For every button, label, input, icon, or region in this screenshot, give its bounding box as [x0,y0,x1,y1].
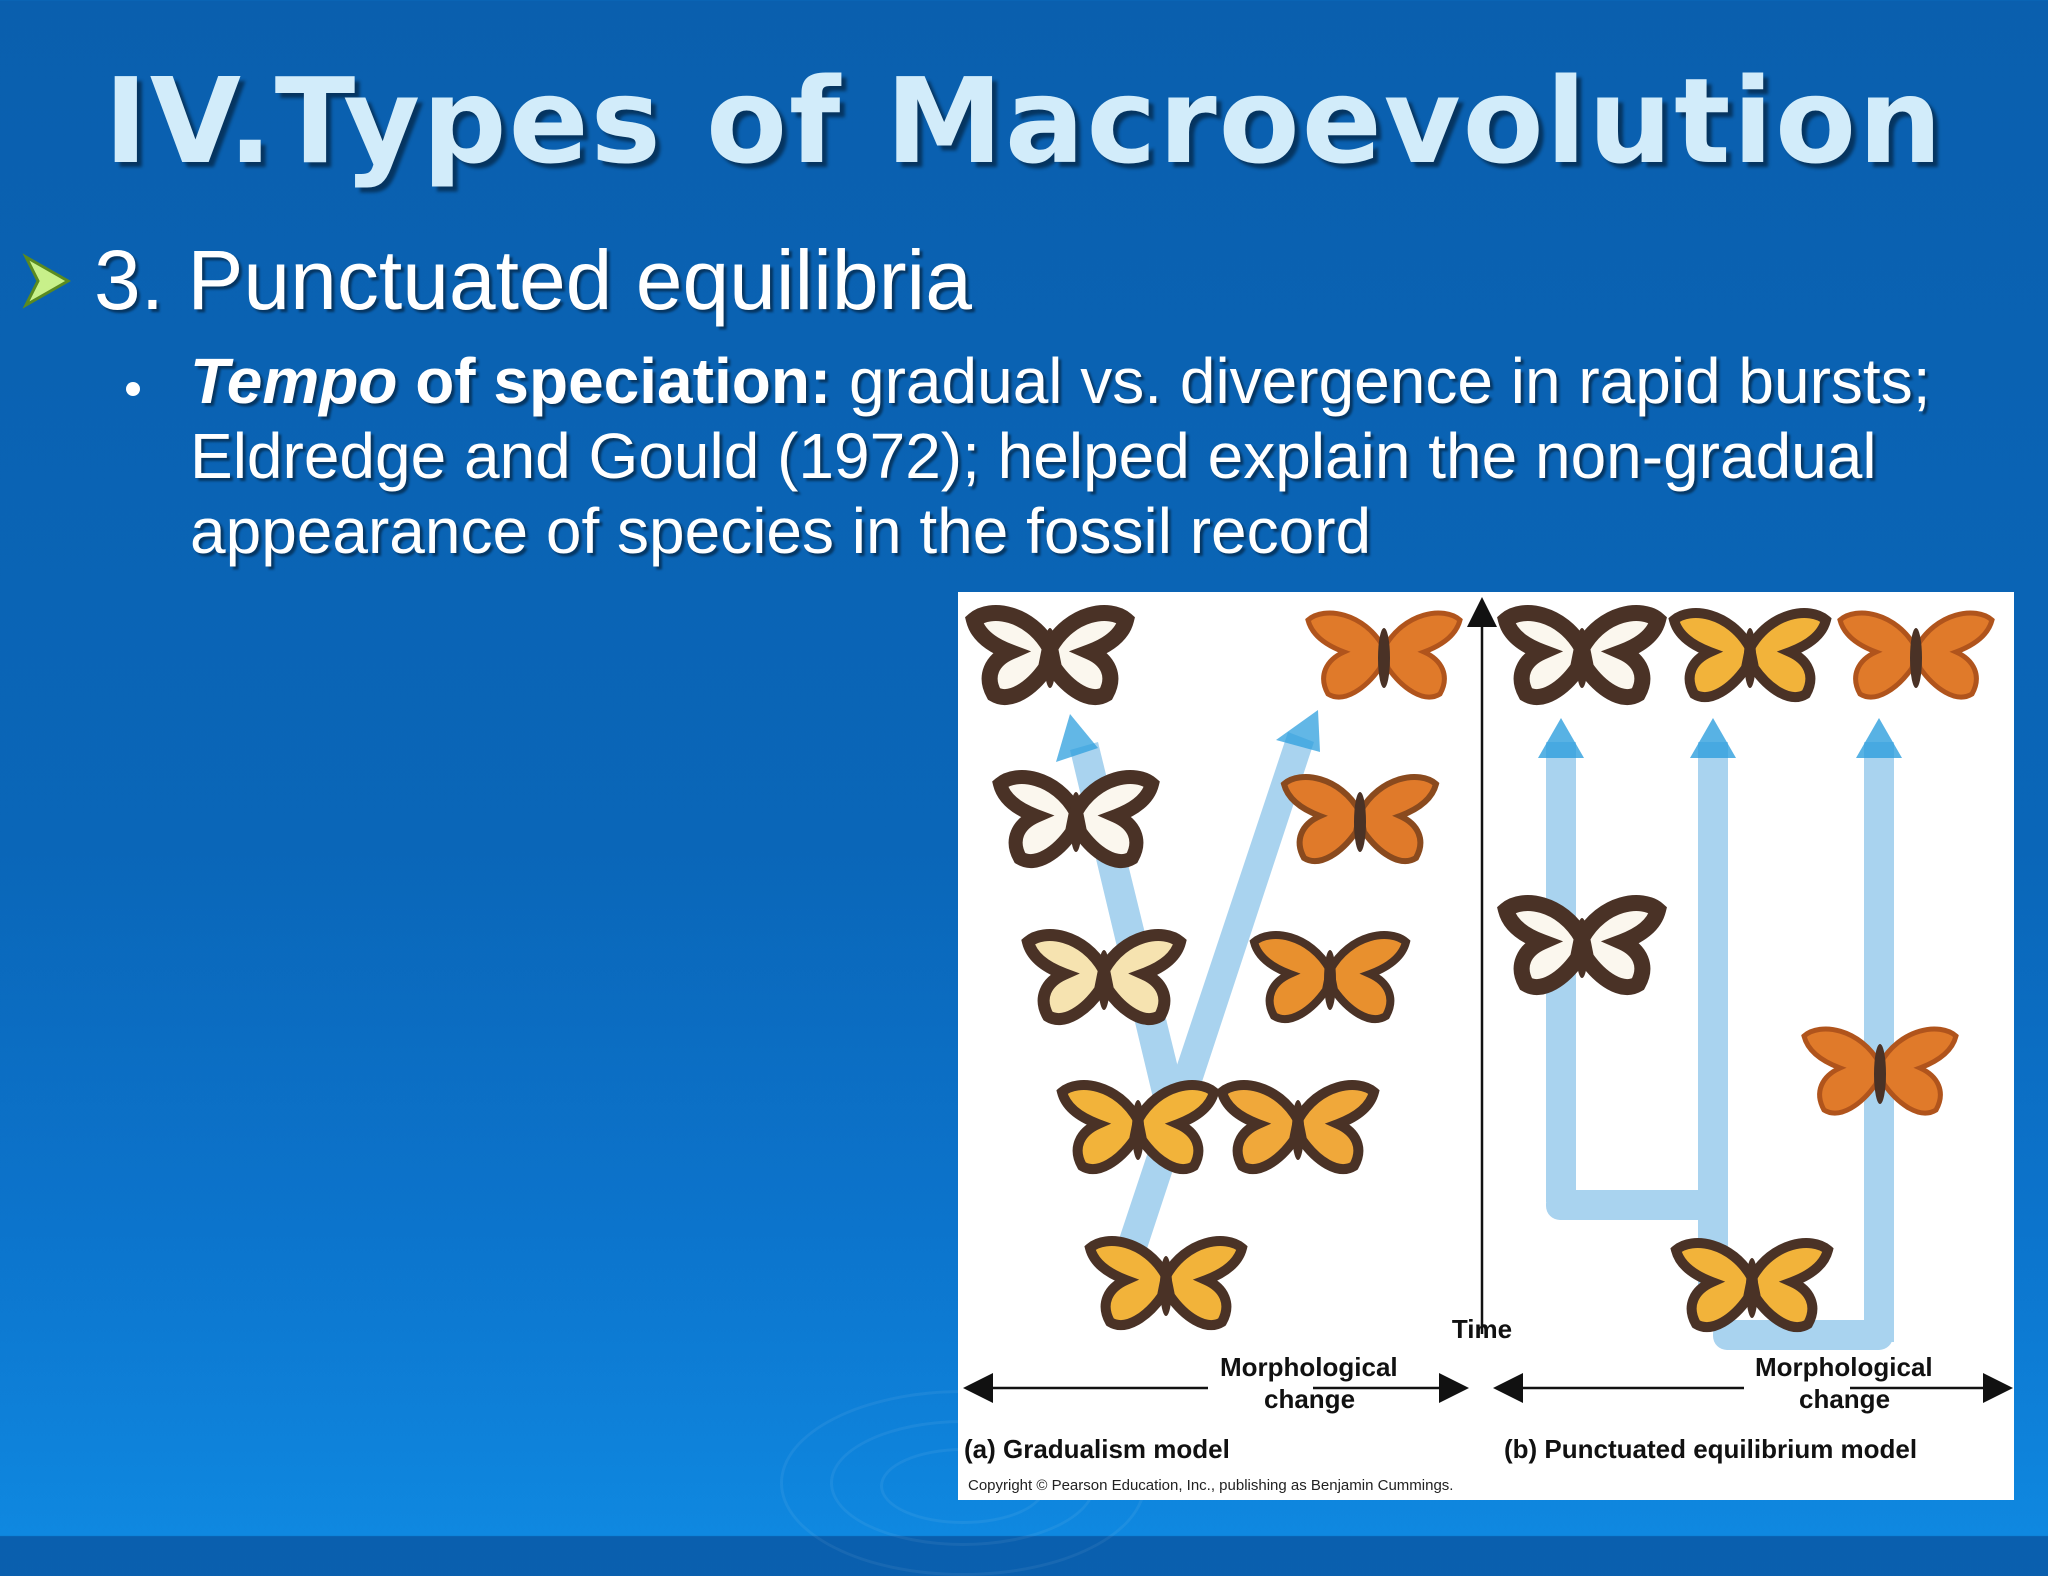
butterfly-icon [1222,1085,1374,1169]
bullet-level2-body: gradual vs. divergence in rapid bursts; … [190,345,1931,567]
bullet-level1-text: 3. Punctuated equilibria [94,233,972,327]
caption-punctuated: (b) Punctuated equilibrium model [1504,1434,1917,1464]
arrow-tip-icon [1690,718,1736,758]
butterfly-icon [1028,935,1180,1019]
butterfly-icon [1840,613,1992,697]
morph-label-a-line1: Morphological [1220,1352,1398,1382]
butterfly-icon [974,613,1126,697]
butterfly-icon [1284,777,1436,861]
bullet-level2-text: Tempo of speciation: gradual vs. diverge… [190,344,1998,569]
butterfly-icon [1254,935,1406,1019]
bullet-level1: 3. Punctuated equilibria [22,232,972,329]
term-italic: Tempo [190,345,398,417]
butterfly-icon [1674,613,1826,697]
branch-center-b [1698,742,1728,1322]
butterfly-icon [1308,613,1460,697]
arrow-tip-icon [1538,718,1584,758]
bullet-level2: Tempo of speciation: gradual vs. diverge… [118,344,1998,569]
slide-title: IV.Types of Macroevolution [103,52,1945,190]
copyright-notice: Copyright © Pearson Education, Inc., pub… [968,1477,1453,1494]
arrow-bullet-icon [22,252,72,309]
arrow-tip-icon [1856,718,1902,758]
butterfly-icon [1676,1243,1828,1327]
arrow-tip-icon [1276,710,1320,752]
morph-label-a-line2: change [1264,1384,1355,1414]
branch-join-b2 [1713,1320,1893,1350]
branch-right-b [1864,742,1894,1342]
butterfly-icon [1804,1029,1956,1113]
morph-label-b-line2: change [1799,1384,1890,1414]
butterfly-icon [1062,1085,1214,1169]
evolution-models-diagram: Time [963,597,2013,1494]
time-axis-label: Time [1452,1314,1512,1344]
term-rest: of speciation: [397,345,832,417]
branch-join-b [1546,1190,1714,1220]
caption-gradualism: (a) Gradualism model [964,1434,1230,1464]
dot-bullet-icon [126,382,140,396]
arrow-tip-icon [1056,714,1098,762]
butterfly-icon [1000,777,1152,861]
evolution-models-figure: Time [958,592,2014,1500]
butterfly-icon [1506,613,1658,697]
morph-label-b-line1: Morphological [1755,1352,1933,1382]
butterfly-icon [1506,903,1658,987]
butterfly-icon [1090,1241,1242,1325]
